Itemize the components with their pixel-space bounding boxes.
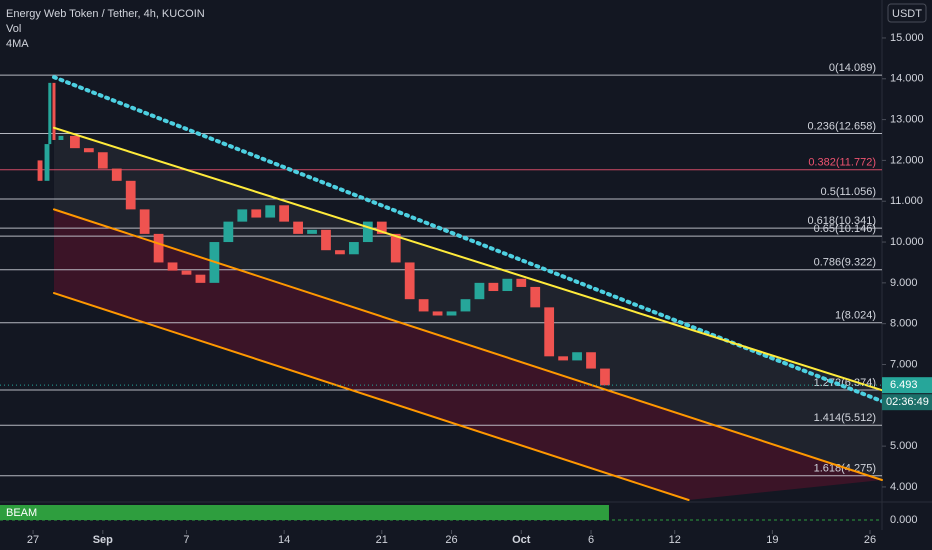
fib-label: 0.786(9.322): [814, 257, 876, 269]
fib-label: 0(14.089): [829, 62, 876, 74]
fib-label: 0.65(10.146): [814, 223, 876, 235]
fib-label: 0.382(11.772): [808, 157, 876, 169]
candle: [362, 221, 373, 243]
candle: [153, 233, 164, 263]
y-tick-label: 12.000: [890, 154, 924, 166]
trend-line: [52, 208, 883, 481]
countdown-label: 02:36:49: [886, 396, 929, 408]
candle: [70, 135, 80, 149]
x-tick-label: 6: [588, 534, 594, 546]
y-tick-label: 4.000: [890, 481, 918, 493]
candle: [279, 205, 290, 222]
y-tick-label: 15.000: [890, 32, 924, 44]
candle: [572, 352, 582, 361]
fib-label: 1(8.024): [835, 310, 876, 322]
price-tag: [882, 377, 932, 394]
fib-label: 0.618(10.341): [808, 215, 877, 227]
x-tick-label: Sep: [93, 534, 113, 546]
candle: [432, 311, 443, 316]
candle: [600, 368, 610, 386]
indicator-name: BEAM: [6, 507, 37, 519]
x-tick-label: 7: [183, 534, 189, 546]
candle: [293, 221, 303, 234]
candle: [97, 152, 108, 169]
indicator-label: Vol: [6, 23, 21, 35]
candle: [44, 144, 50, 181]
y-tick-label: 8.000: [890, 318, 918, 330]
chart-title: Energy Web Token / Tether, 4h, KUCOIN: [6, 8, 205, 20]
x-tick-label: 27: [27, 534, 39, 546]
fib-label: 0.5(11.056): [821, 186, 876, 198]
candle: [376, 221, 387, 234]
candle: [488, 282, 499, 292]
candle: [460, 299, 471, 312]
candle: [37, 160, 43, 181]
x-tick-label: 26: [445, 534, 457, 546]
fib-label: 0.236(12.658): [808, 120, 877, 132]
last-price-label: 6.493: [890, 379, 918, 391]
candle: [321, 229, 331, 251]
indicator-bar: [0, 505, 609, 520]
candle: [530, 286, 541, 308]
indicator-tick-label: 0.000: [890, 514, 918, 526]
x-tick-label: 14: [278, 534, 290, 546]
y-tick-label: 9.000: [890, 277, 918, 289]
candle: [139, 209, 150, 234]
candle: [223, 221, 234, 243]
y-tick-label: 7.000: [890, 358, 918, 370]
candle: [307, 229, 317, 234]
y-tick-label: 11.000: [890, 195, 923, 207]
candle: [83, 148, 94, 153]
candle: [586, 352, 596, 369]
candle: [558, 356, 569, 361]
candle: [474, 282, 485, 300]
candle: [58, 135, 64, 140]
candle: [48, 82, 52, 145]
y-tick-label: 13.000: [890, 113, 924, 125]
countdown-tag: [882, 394, 932, 411]
candle: [349, 242, 359, 255]
x-tick-label: 12: [669, 534, 681, 546]
indicator-label: 4MA: [6, 38, 29, 50]
y-tick-label: 5.000: [890, 440, 918, 452]
candle: [390, 233, 401, 263]
candle: [167, 262, 178, 271]
candle: [446, 311, 457, 316]
y-tick-label: 10.000: [890, 236, 924, 248]
candle: [52, 82, 56, 140]
candle: [335, 250, 345, 255]
candle: [111, 168, 122, 181]
candle: [516, 278, 527, 287]
x-tick-label: Oct: [512, 534, 531, 546]
trend-line: [52, 292, 690, 501]
candle: [544, 307, 555, 357]
candle: [125, 180, 136, 210]
candle: [265, 205, 276, 218]
candle: [502, 278, 513, 292]
candle: [237, 209, 248, 222]
candle: [181, 270, 192, 275]
fib-label: 1.414(5.512): [814, 412, 876, 424]
candle: [418, 299, 429, 312]
x-tick-label: 26: [864, 534, 876, 546]
x-tick-label: 19: [766, 534, 778, 546]
candle: [195, 274, 206, 283]
y-tick-label: 14.000: [890, 73, 924, 85]
candle: [404, 262, 415, 300]
x-tick-label: 21: [376, 534, 388, 546]
channel-fill: [53, 209, 883, 500]
currency-box[interactable]: [887, 3, 927, 23]
trend-line: [52, 126, 883, 392]
candle: [251, 209, 262, 218]
currency[interactable]: USDT: [892, 8, 922, 20]
